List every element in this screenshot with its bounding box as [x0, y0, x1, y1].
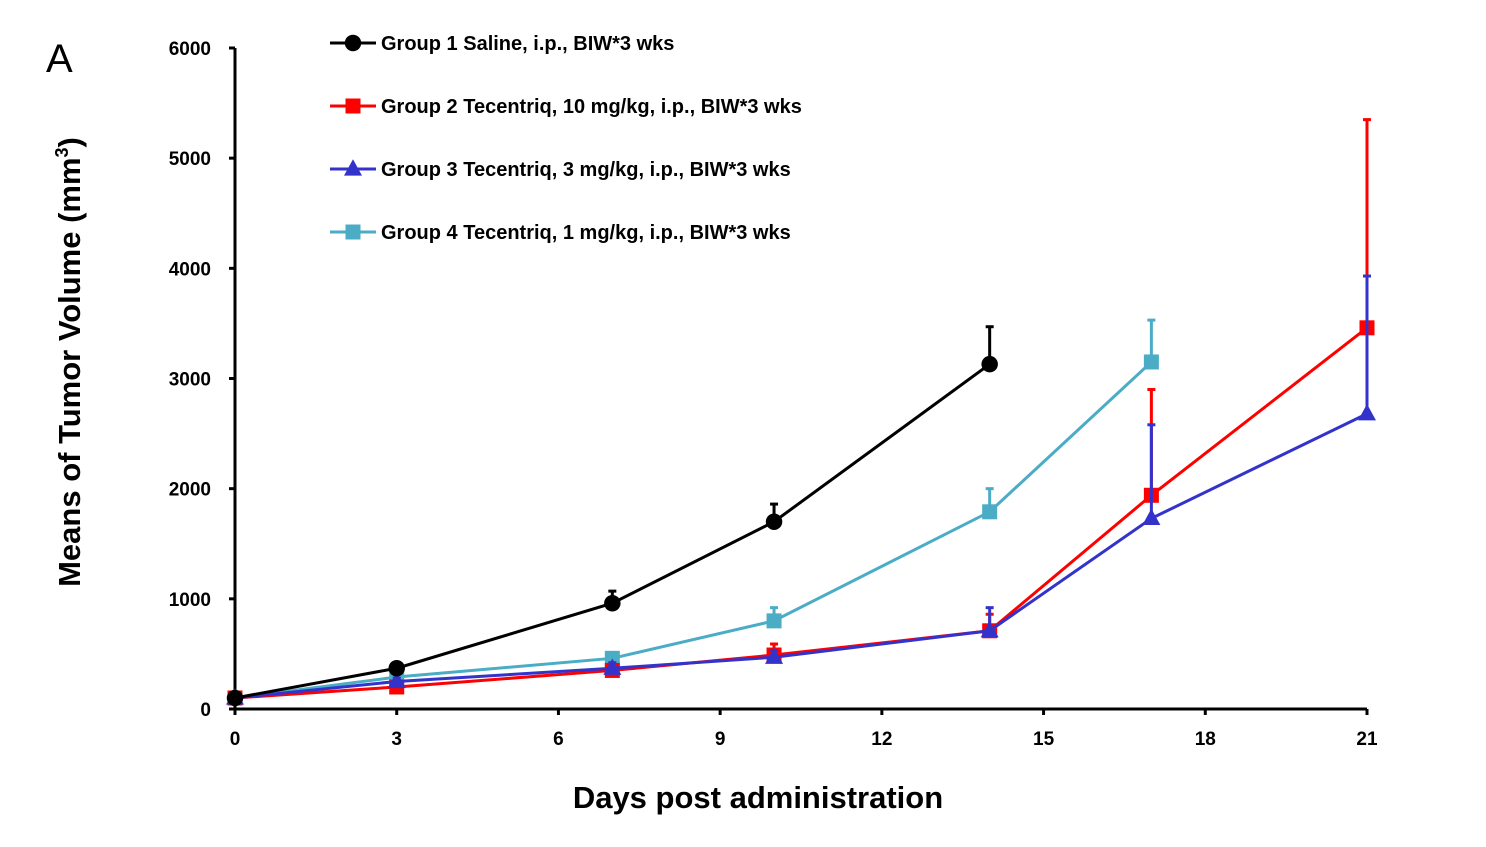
data-point: [388, 659, 405, 677]
data-point: [387, 671, 406, 689]
series-line-2: [234, 326, 1368, 700]
legend-marker: [345, 98, 361, 114]
legend-label: Group 3 Tecentriq, 3 mg/kg, i.p., BIW*3 …: [381, 159, 791, 181]
x-tick-label: 9: [715, 729, 726, 750]
data-point: [226, 689, 244, 707]
y-tick-label: 6000: [169, 39, 211, 60]
data-point: [604, 594, 621, 612]
data-point: [980, 621, 999, 638]
legend-label: Group 2 Tecentriq, 10 mg/kg, i.p., BIW*3…: [381, 96, 802, 118]
series-group-2: [227, 118, 1375, 706]
legend-label: Group 1 Saline, i.p., BIW*3 wks: [381, 33, 674, 55]
y-tick-label: 0: [200, 700, 211, 721]
series-group-1: [226, 325, 998, 707]
x-axis-title: Days post administration: [573, 780, 943, 815]
series-line-3: [234, 412, 1368, 700]
legend: Group 1 Saline, i.p., BIW*3 wks Group 2 T…: [330, 33, 802, 244]
data-point: [766, 613, 782, 629]
y-axis-title-main: Means of Tumor Volume (mm: [52, 157, 87, 586]
x-tick-label: 12: [871, 729, 892, 750]
series-group-3: [226, 274, 1376, 705]
data-point: [1358, 403, 1376, 421]
data-point: [981, 355, 998, 373]
data-point: [1143, 354, 1159, 370]
y-axis-title: Means of Tumor Volume (mm3): [52, 137, 87, 587]
y-axis-title-close: ): [52, 137, 87, 147]
legend-marker: [345, 224, 361, 240]
y-ticks: 0 1000 2000 3000 4000 5000 6000: [169, 39, 235, 721]
data-point: [982, 504, 998, 520]
x-tick-label: 15: [1033, 729, 1055, 750]
series-line-4: [234, 360, 1153, 700]
axes: [233, 48, 1367, 711]
series-group-4: [227, 318, 1159, 706]
legend-label: Group 4 Tecentriq, 1 mg/kg, i.p., BIW*3 …: [381, 222, 791, 244]
panel-label: A: [46, 37, 73, 81]
x-tick-label: 21: [1356, 729, 1378, 750]
y-axis-title-superscript: 3: [52, 147, 72, 157]
data-point: [603, 658, 622, 675]
x-tick-label: 0: [230, 729, 241, 750]
series-layer: [226, 118, 1376, 707]
y-tick-label: 3000: [169, 370, 211, 391]
data-point: [765, 513, 783, 530]
x-tick-label: 3: [391, 729, 402, 750]
x-tick-label: 18: [1195, 729, 1216, 750]
y-tick-label: 2000: [169, 480, 211, 501]
y-tick-label: 4000: [169, 259, 211, 280]
legend-entry-2: Group 2 Tecentriq, 10 mg/kg, i.p., BIW*3…: [330, 96, 802, 118]
series-line-1: [234, 362, 991, 700]
y-tick-label: 5000: [169, 149, 211, 170]
legend-marker: [344, 34, 362, 52]
x-ticks: 0 3 6 9 12 15 18 21: [230, 709, 1378, 750]
legend-entry-1: Group 1 Saline, i.p., BIW*3 wks: [330, 33, 674, 55]
data-point: [1142, 508, 1161, 526]
legend-entry-3: Group 3 Tecentriq, 3 mg/kg, i.p., BIW*3 …: [330, 159, 791, 181]
y-tick-label: 1000: [169, 590, 211, 611]
legend-marker: [344, 159, 362, 176]
data-point: [765, 647, 784, 664]
x-tick-label: 6: [553, 729, 564, 750]
legend-entry-4: Group 4 Tecentriq, 1 mg/kg, i.p., BIW*3 …: [330, 222, 791, 244]
